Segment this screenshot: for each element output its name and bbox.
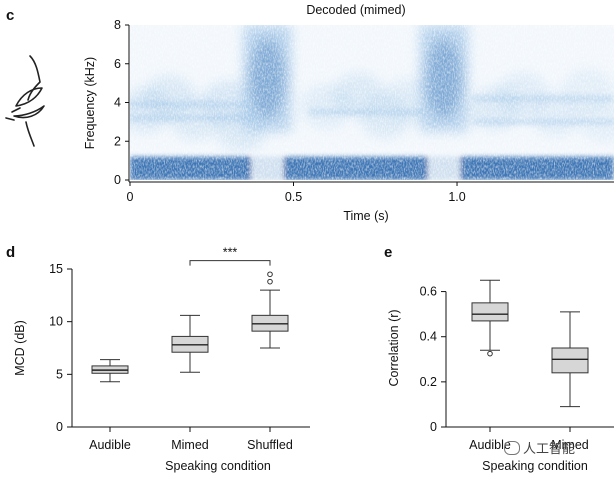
spectrogram-xtick-label: 1.0	[448, 190, 465, 204]
mouth-profile-icon	[5, 55, 45, 147]
corr-iqr-box	[551, 347, 589, 374]
correlation-boxplot-panel: 0 0.2 0.4 0.6 Audible Mimed Correlation (r) S…	[387, 279, 614, 473]
correlation-xlabel: Speaking condition	[482, 459, 588, 473]
mcd-xtick-label: Shuffled	[247, 438, 293, 452]
spectrogram-ytick-label: 8	[114, 18, 121, 32]
mcd-ytick-label: 15	[49, 262, 63, 276]
spectrogram-xlabel: Time (s)	[343, 209, 388, 223]
corr-ytick-label: 0.4	[420, 330, 437, 344]
mcd-box-audible	[91, 359, 129, 383]
corr-box-audible	[471, 279, 509, 357]
corr-iqr-box	[471, 302, 509, 322]
mcd-ylabel: MCD (dB)	[13, 320, 27, 376]
mcd-xtick-label: Mimed	[171, 438, 209, 452]
mcd-box-mimed	[171, 314, 209, 373]
mcd-box-shuffled	[251, 271, 289, 349]
chat-bubble-icon	[504, 440, 520, 455]
watermark-text: 人工智能	[523, 441, 576, 456]
significance-bracket	[189, 260, 271, 266]
mcd-outlier	[267, 271, 273, 278]
corr-xtick-label: Audible	[469, 438, 511, 452]
mcd-xtick-label: Audible	[89, 438, 131, 452]
mcd-ytick-label: 10	[49, 315, 63, 329]
spectrogram-ytick-label: 2	[114, 134, 121, 148]
spectrogram-ytick-label: 0	[114, 173, 121, 187]
spectrogram-ytick-label: 4	[114, 96, 121, 110]
panel-letter-d: d	[6, 244, 15, 261]
mcd-xlabel: Speaking condition	[165, 459, 271, 473]
corr-ytick-label: 0	[430, 420, 437, 434]
significance-label: ***	[223, 246, 238, 260]
spectrogram-title: Decoded (mimed)	[306, 3, 405, 17]
panel-letter-c: c	[6, 7, 14, 24]
correlation-ylabel: Correlation (r)	[387, 309, 401, 386]
panel-letter-e: e	[384, 244, 392, 261]
spectrogram-ytick-label: 6	[114, 57, 121, 71]
watermark: 人工智能	[504, 438, 575, 457]
spectrogram-image	[130, 25, 614, 180]
spectrogram-xtick-label: 0	[127, 190, 134, 204]
corr-outlier	[487, 350, 493, 357]
corr-ytick-label: 0.2	[420, 375, 437, 389]
mcd-ytick-label: 5	[56, 367, 63, 381]
spectrogram-ylabel: Frequency (kHz)	[83, 57, 97, 149]
corr-xtick-label: Mimed	[551, 438, 589, 452]
mcd-ytick-label: 0	[56, 420, 63, 434]
spectrogram-panel: Decoded (mimed) 0 2 4 6 8 0 0.5 1.0 Frequency (…	[83, 3, 614, 223]
mcd-outlier	[267, 278, 273, 285]
spectrogram-xtick-label: 0.5	[285, 190, 302, 204]
corr-ytick-label: 0.6	[420, 285, 437, 299]
corr-box-mimed	[551, 311, 589, 408]
